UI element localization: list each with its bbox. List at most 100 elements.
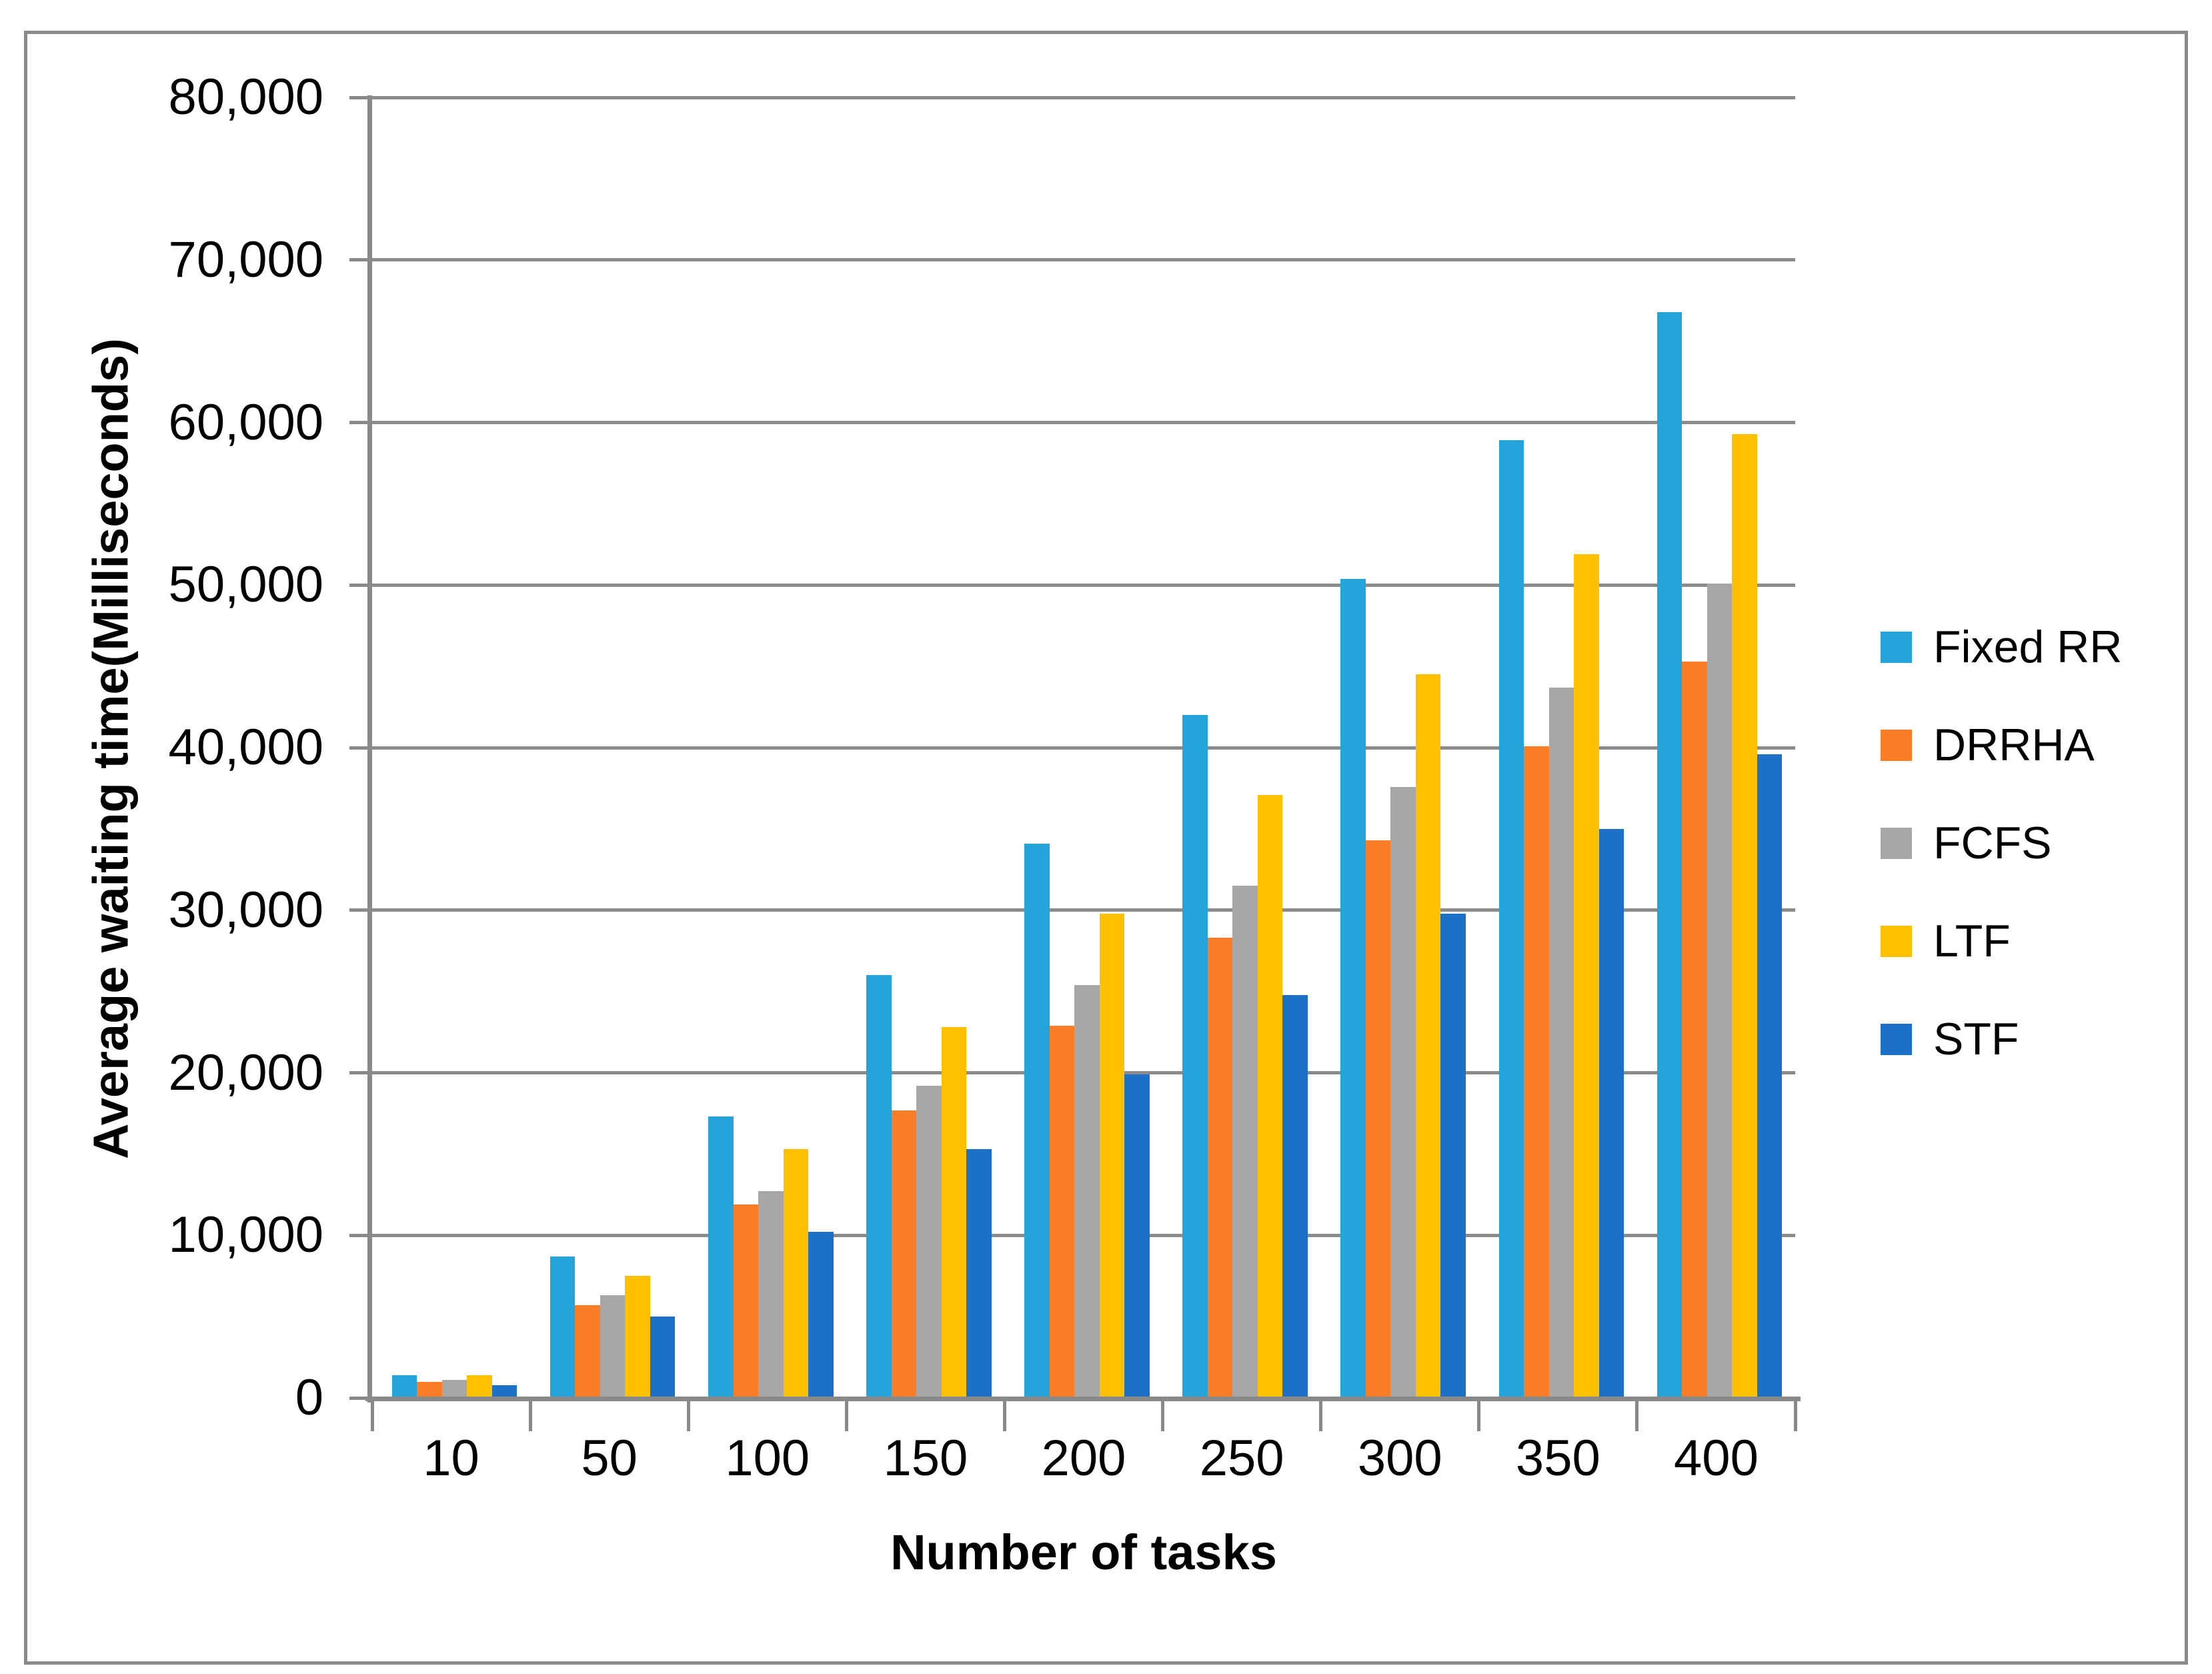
x-tick-label: 350 <box>1515 1430 1600 1487</box>
legend-label: STF <box>1933 1014 2019 1064</box>
bar-ltf-10 <box>467 1375 492 1398</box>
bar-fcfs-50 <box>600 1295 626 1398</box>
gridline <box>372 421 1795 424</box>
gridline <box>372 258 1795 262</box>
x-tick <box>686 1398 690 1431</box>
legend-item-drrha: DRRHA <box>1881 720 2095 770</box>
x-tick-label: 250 <box>1199 1430 1284 1487</box>
bar-fixed-rr-400 <box>1656 311 1683 1398</box>
legend-swatch-ltf <box>1881 925 1912 957</box>
bar-drrha-400 <box>1682 661 1707 1398</box>
bar-stf-100 <box>808 1232 834 1398</box>
y-tick <box>349 258 369 262</box>
y-tick-label: 70,000 <box>168 231 323 288</box>
x-axis-line <box>365 1397 1801 1401</box>
y-axis-line <box>367 95 372 1403</box>
bar-fcfs-100 <box>758 1191 784 1398</box>
bar-ltf-150 <box>941 1027 967 1398</box>
x-tick <box>1477 1398 1481 1431</box>
y-tick <box>349 583 369 587</box>
x-axis-title: Number of tasks <box>890 1525 1277 1580</box>
bar-stf-400 <box>1757 754 1783 1398</box>
legend-label: FCFS <box>1933 818 2052 868</box>
x-tick <box>1319 1398 1323 1431</box>
gridline <box>372 95 1795 99</box>
bar-stf-300 <box>1440 913 1466 1398</box>
bar-fcfs-300 <box>1390 786 1416 1398</box>
legend-item-ltf: LTF <box>1881 916 2011 966</box>
x-tick-label: 400 <box>1674 1430 1759 1487</box>
y-tick-label: 80,000 <box>168 69 323 125</box>
x-tick <box>844 1398 848 1431</box>
bar-fcfs-250 <box>1232 886 1258 1398</box>
gridline <box>372 908 1795 912</box>
bar-fixed-rr-250 <box>1182 715 1208 1398</box>
y-tick <box>349 95 369 99</box>
legend-item-fixed-rr: Fixed RR <box>1881 622 2123 672</box>
x-tick <box>1002 1398 1006 1431</box>
bar-fixed-rr-300 <box>1340 578 1366 1398</box>
plot-area <box>372 95 1795 1398</box>
bar-stf-350 <box>1598 828 1624 1398</box>
bar-stf-250 <box>1282 994 1308 1398</box>
gridline <box>372 746 1795 750</box>
bar-drrha-150 <box>891 1110 917 1398</box>
y-tick-label: 10,000 <box>168 1206 323 1264</box>
y-tick-label: 60,000 <box>168 393 323 451</box>
bar-ltf-400 <box>1732 434 1757 1398</box>
bar-stf-10 <box>491 1385 517 1398</box>
bar-drrha-10 <box>417 1381 442 1398</box>
y-tick-label: 50,000 <box>168 556 323 614</box>
legend-label: LTF <box>1933 916 2011 966</box>
bar-drrha-350 <box>1524 746 1549 1398</box>
x-tick <box>1161 1398 1165 1431</box>
bar-ltf-50 <box>625 1276 650 1398</box>
y-tick-label: 20,000 <box>168 1044 323 1101</box>
bar-fixed-rr-50 <box>549 1256 576 1398</box>
bar-fcfs-150 <box>916 1086 942 1398</box>
bar-fixed-rr-200 <box>1024 843 1050 1398</box>
x-tick <box>370 1398 374 1431</box>
legend-item-fcfs: FCFS <box>1881 818 2052 868</box>
bar-ltf-350 <box>1574 554 1599 1398</box>
x-tick <box>528 1398 532 1431</box>
bar-fcfs-400 <box>1707 583 1733 1398</box>
bar-fcfs-10 <box>441 1380 467 1398</box>
y-tick <box>349 746 369 750</box>
legend-label: DRRHA <box>1933 720 2095 770</box>
bar-drrha-300 <box>1365 840 1391 1398</box>
x-tick-label: 300 <box>1357 1430 1442 1487</box>
y-tick <box>349 1071 369 1074</box>
y-tick-label: 30,000 <box>168 881 323 938</box>
legend-item-stf: STF <box>1881 1014 2019 1064</box>
bar-fcfs-350 <box>1548 687 1574 1398</box>
legend-swatch-stf <box>1881 1023 1912 1055</box>
y-tick <box>349 1233 369 1237</box>
bar-ltf-100 <box>783 1149 809 1398</box>
y-tick <box>349 908 369 912</box>
bar-drrha-200 <box>1049 1025 1075 1398</box>
x-tick-label: 10 <box>423 1430 479 1487</box>
legend-label: Fixed RR <box>1933 622 2123 672</box>
bar-fixed-rr-150 <box>866 975 892 1398</box>
x-tick <box>1635 1398 1639 1431</box>
bar-fixed-rr-350 <box>1498 440 1524 1398</box>
x-tick <box>1793 1398 1797 1431</box>
x-tick-label: 100 <box>725 1430 810 1487</box>
x-tick-label: 200 <box>1041 1430 1126 1487</box>
x-tick-label: 150 <box>883 1430 968 1487</box>
y-tick-label: 0 <box>295 1369 323 1426</box>
bar-ltf-200 <box>1099 913 1125 1398</box>
bar-drrha-250 <box>1207 938 1233 1398</box>
bar-drrha-100 <box>733 1204 759 1398</box>
bar-stf-200 <box>1124 1074 1150 1398</box>
gridline <box>372 583 1795 587</box>
y-tick <box>349 1396 369 1400</box>
bar-fixed-rr-10 <box>391 1375 417 1398</box>
y-tick-label: 40,000 <box>168 719 323 776</box>
y-tick <box>349 421 369 424</box>
figure-border <box>24 31 2188 1665</box>
bar-ltf-300 <box>1415 674 1441 1398</box>
bar-fixed-rr-100 <box>708 1116 734 1398</box>
